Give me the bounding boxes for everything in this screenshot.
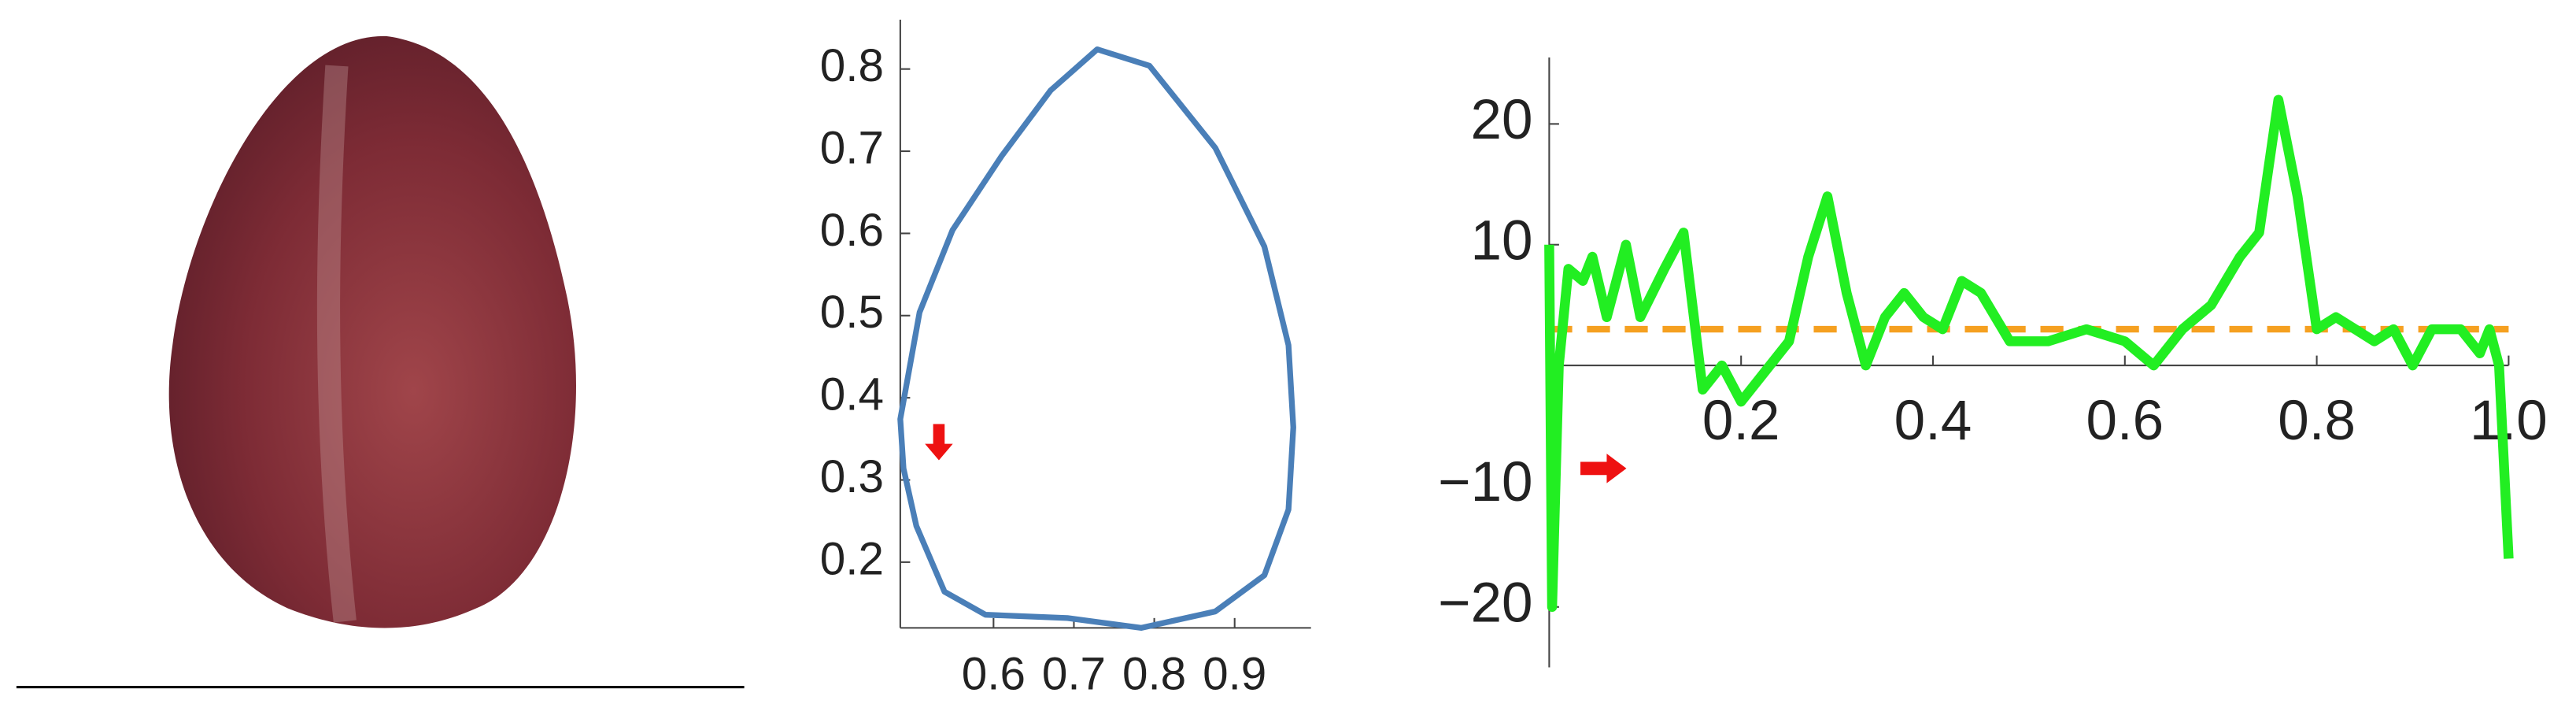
y-tick-label: 20 — [1471, 89, 1533, 151]
y-tick-label: −20 — [1438, 572, 1532, 635]
seed-photo — [168, 35, 577, 628]
y-tick-label: 0.8 — [820, 40, 884, 91]
data-line — [897, 46, 1296, 632]
y-tick-label: 0.7 — [820, 122, 884, 173]
y-tick-label: 0.4 — [820, 369, 884, 420]
x-tick-label: 0.8 — [2278, 390, 2356, 452]
y-tick-label: −10 — [1438, 451, 1532, 513]
y-tick-label: 0.2 — [820, 533, 884, 584]
y-tick-label: 0.6 — [820, 205, 884, 256]
y-tick-label: 0.3 — [820, 451, 884, 502]
x-tick-label: 0.6 — [2086, 390, 2164, 452]
x-tick-label: 1.0 — [2470, 390, 2548, 452]
data-line — [1544, 94, 2514, 613]
arrow-down — [925, 424, 953, 461]
y-tick-label: 10 — [1471, 209, 1533, 272]
x-tick-label: 0.8 — [1122, 648, 1186, 699]
x-tick-label: 0.7 — [1042, 648, 1106, 699]
seed-ridge — [316, 65, 357, 623]
x-tick-label: 0.4 — [1894, 390, 1972, 452]
arrow-right — [1580, 454, 1627, 483]
x-tick-label: 0.6 — [962, 648, 1026, 699]
x-tick-label: 0.9 — [1203, 648, 1266, 699]
y-tick-label: 0.5 — [820, 287, 884, 338]
